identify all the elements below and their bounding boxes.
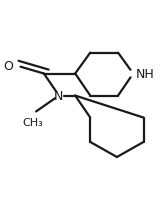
Text: NH: NH [136, 68, 155, 81]
Text: O: O [3, 60, 13, 73]
Text: N: N [54, 90, 64, 103]
Text: CH₃: CH₃ [22, 117, 43, 127]
